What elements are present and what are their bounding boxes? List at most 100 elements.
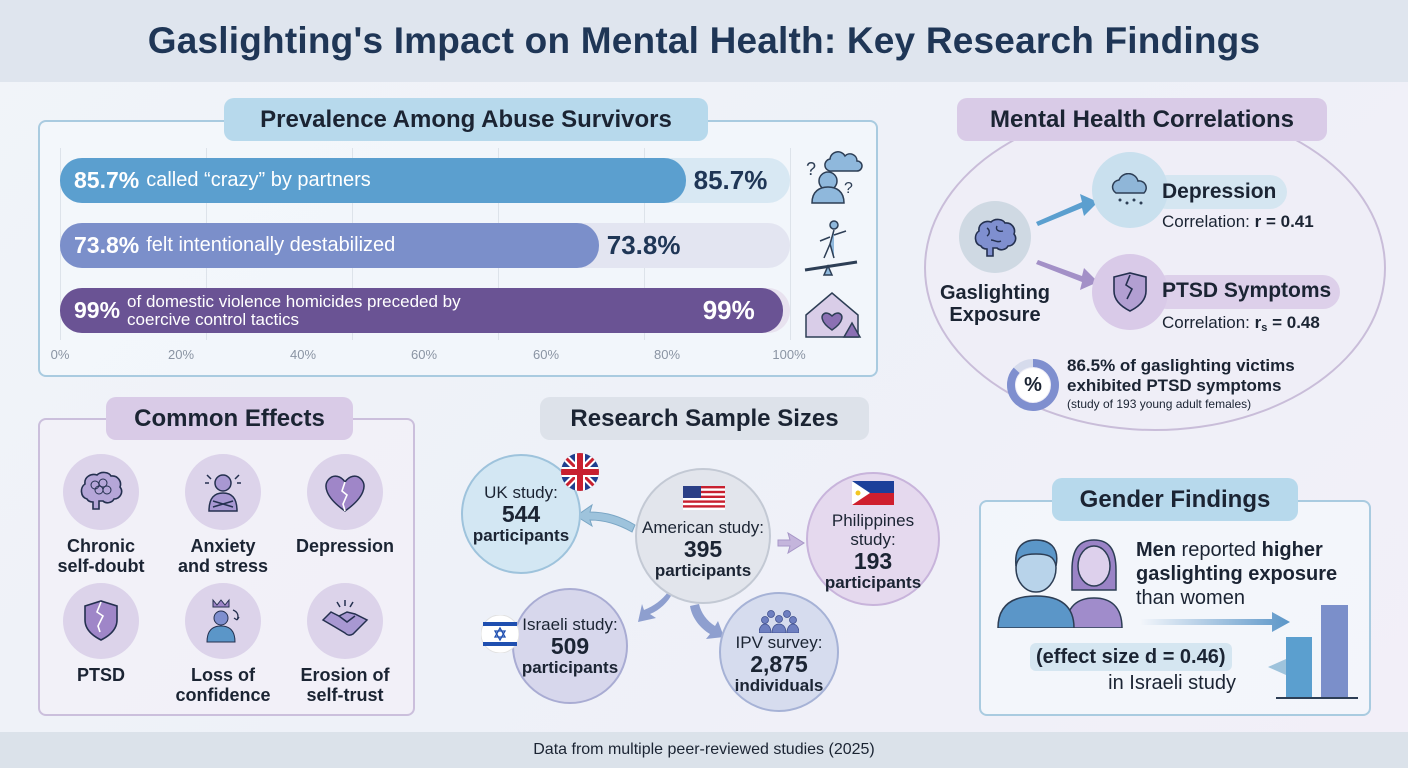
effect-label-line1: PTSD	[76, 665, 125, 685]
prevalence-heading: Prevalence Among Abuse Survivors	[224, 98, 708, 141]
reported-word: reported	[1176, 539, 1262, 561]
samples-heading: Research Sample Sizes	[540, 397, 869, 440]
israeli-study-circle: Israeli study: 509 participants	[512, 588, 628, 704]
ptsd-label: PTSD Symptoms	[1162, 279, 1332, 302]
bar-desc: called “crazy” by partners	[146, 169, 371, 191]
philippines-flag-icon	[852, 481, 894, 505]
effect-label-line2: confidence	[175, 685, 271, 705]
uk-unit: participants	[472, 526, 570, 545]
effect-size-label: (effect size d = 0.46)	[1030, 643, 1232, 671]
arrow-to-depression-icon	[1036, 194, 1098, 226]
bar-track-destabilized: 73.8% felt intentionally destabilized 73.…	[60, 223, 790, 268]
handshake-icon	[307, 583, 383, 659]
than-women: than women	[1136, 587, 1245, 609]
arrow-to-israeli-icon	[638, 592, 672, 622]
percent-icon: %	[1024, 373, 1042, 396]
prevalence-icons: ??	[804, 151, 863, 338]
corr-value: = 0.48	[1267, 313, 1320, 332]
uk-flag-icon	[561, 453, 599, 491]
philippines-label1: Philippines	[831, 510, 915, 530]
broken-heart-icon	[307, 454, 383, 530]
effect-label-line2: self-doubt	[57, 556, 145, 576]
ptsd-stat: 86.5% of gaslighting victims exhibited P…	[1067, 356, 1295, 412]
ipv-survey-circle: IPV survey: 2,875 individuals	[719, 592, 839, 712]
anxious-person-icon	[185, 454, 261, 530]
title-band: Gaslighting's Impact on Mental Health: K…	[0, 0, 1408, 82]
stat-line1: 86.5% of gaslighting victims	[1067, 356, 1295, 375]
tick-label: 60%	[532, 347, 560, 362]
bar-value-label: 85.7%	[693, 165, 768, 195]
philippines-unit: participants	[824, 572, 922, 592]
tangled-brain-icon	[63, 454, 139, 530]
israeli-study-note: in Israeli study	[1108, 672, 1236, 694]
rain-cloud-icon	[1092, 152, 1168, 228]
effect-label-line1: Depression	[295, 536, 395, 556]
bar-label: 99% of domestic violence homicides preced…	[74, 288, 487, 333]
corr-prefix: Correlation:	[1162, 313, 1255, 332]
depression-correlation: Correlation: r = 0.41	[1162, 212, 1314, 232]
effect-label-line1: Anxiety	[190, 536, 256, 556]
tick-label: 80%	[653, 347, 681, 362]
effect-label-line1: Loss of	[190, 665, 255, 685]
gender-finding-text: Men reported higher gaslighting exposure…	[1136, 538, 1361, 610]
philippines-label2: study:	[850, 529, 896, 549]
bar-pct: 73.8%	[74, 232, 140, 258]
effect-label: PTSD	[41, 665, 161, 685]
ptsd-donut-icon	[1007, 359, 1059, 411]
us-flag-icon	[683, 486, 725, 510]
corr-value: = 0.41	[1261, 212, 1314, 231]
gender-bar-men	[1321, 605, 1348, 698]
israel-flag-icon	[481, 615, 519, 653]
house-broken-heart-warning-icon	[805, 292, 862, 338]
bar-crazy	[60, 158, 686, 203]
bar-track-crazy: 85.7% called “crazy” by partners 85.7%	[60, 158, 790, 203]
person-balancing-seesaw-icon	[804, 220, 858, 276]
correlation-arrows	[1036, 194, 1098, 290]
gender-bar-women	[1286, 637, 1312, 698]
bar-track-homicides: 99% of domestic violence homicides preced…	[60, 288, 790, 333]
gridline	[790, 148, 791, 340]
bar-pct: 99%	[74, 297, 121, 323]
source-label: Gaslighting Exposure	[940, 282, 1050, 326]
brain-icon	[959, 201, 1031, 273]
corr-prefix: Correlation:	[1162, 212, 1255, 231]
tick-label: 40%	[289, 347, 317, 362]
effect-label: Chronic self-doubt	[41, 536, 161, 576]
gender-heading: Gender Findings	[1052, 478, 1298, 521]
arrow-to-uk-icon	[575, 503, 636, 533]
svg-text:?: ?	[844, 180, 853, 197]
broken-shield-icon	[63, 583, 139, 659]
footer: Data from multiple peer-reviewed studies…	[0, 732, 1408, 768]
effect-label-line1: Erosion of	[300, 665, 390, 685]
arrow-to-ptsd-icon	[1036, 260, 1098, 290]
philippines-n: 193	[853, 547, 893, 574]
effect-label-line2: self-trust	[306, 685, 384, 705]
higher-word: higher	[1261, 539, 1323, 561]
correlations-heading: Mental Health Correlations	[957, 98, 1327, 141]
ptsd-correlation: Correlation: rs = 0.48	[1162, 313, 1320, 334]
bar-value-label: 73.8%	[606, 230, 681, 260]
tick-label: 0%	[50, 347, 70, 362]
exposure-phrase: gaslighting exposure	[1136, 563, 1338, 585]
corr-symbol: r	[1254, 212, 1262, 231]
effects-heading: Common Effects	[106, 397, 353, 440]
effect-label-line2: and stress	[177, 556, 269, 576]
broken-shield-person-icon	[1092, 254, 1168, 330]
effect-label: Loss of confidence	[163, 665, 283, 705]
israeli-label: Israeli study:	[522, 615, 618, 634]
page-title: Gaslighting's Impact on Mental Health: K…	[147, 20, 1261, 61]
falling-crown-person-icon	[185, 583, 261, 659]
tick-label: 60%	[410, 347, 438, 362]
bar-desc: of domestic violence homicides preceded …	[127, 291, 461, 329]
ptsd-pill	[1150, 275, 1340, 309]
depression-pill	[1150, 175, 1287, 209]
svg-text:?: ?	[806, 159, 816, 179]
uk-label: UK study:	[484, 483, 558, 502]
ipv-label: IPV survey:	[735, 633, 823, 652]
ipv-n: 2,875	[750, 651, 808, 677]
confused-person-cloud-icon: ??	[806, 151, 863, 204]
depression-label: Depression	[1162, 180, 1277, 203]
american-label: American study:	[642, 518, 764, 537]
bar-desc: felt intentionally destabilized	[146, 234, 396, 256]
sample-arrows	[575, 503, 805, 639]
